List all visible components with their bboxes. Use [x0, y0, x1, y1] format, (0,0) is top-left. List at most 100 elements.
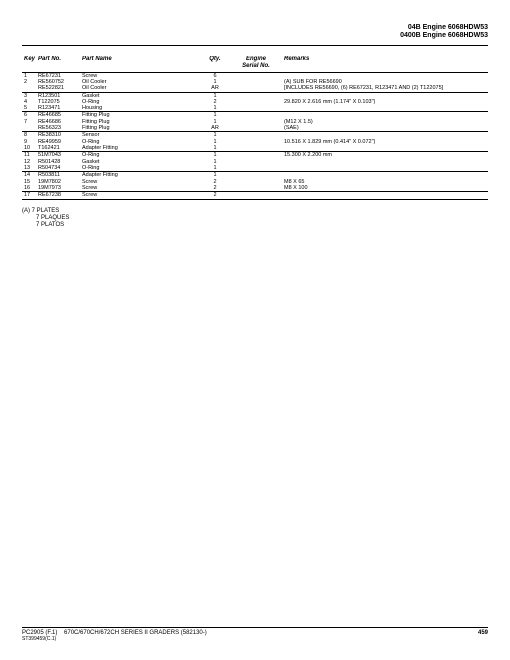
col-key: Key — [22, 56, 36, 72]
cell: 13 — [22, 165, 36, 172]
footer-sub: ST399459(C.1) — [22, 636, 488, 642]
cell: 15.300 X 2.200 mm — [282, 152, 488, 159]
cell: Screw — [80, 72, 200, 79]
cell: RE67231 — [36, 72, 80, 79]
table-row: 14R503811Adapter Fitting1 — [22, 172, 488, 179]
cell: 10 — [22, 145, 36, 152]
col-serial: Engine Serial No. — [230, 56, 282, 72]
cell: 11 — [22, 152, 36, 159]
cell: (SAE) — [282, 125, 488, 132]
cell — [230, 72, 282, 79]
parts-table: Key Part No. Part Name Qty. Engine Seria… — [22, 56, 488, 200]
cell — [282, 112, 488, 119]
cell: 1 — [200, 112, 230, 119]
col-part-name: Part Name — [80, 56, 200, 72]
col-serial-bot: Serial No. — [232, 63, 280, 70]
cell: AR — [200, 125, 230, 132]
table-row: 1151M7043O-Ring115.300 X 2.200 mm — [22, 152, 488, 159]
table-row: 6RE46685Fitting Plug1 — [22, 112, 488, 119]
page-number: 459 — [478, 630, 488, 636]
cell — [22, 125, 36, 132]
table-row: 5R123471Housing1 — [22, 105, 488, 112]
cell: 16 — [22, 185, 36, 192]
cell: 17 — [22, 192, 36, 199]
cell — [282, 145, 488, 152]
cell: 1 — [200, 92, 230, 99]
cell: RE38310 — [36, 132, 80, 139]
cell: O-Ring — [80, 165, 200, 172]
cell: RE522821 — [36, 85, 80, 92]
cell — [230, 92, 282, 99]
footer-title: 670C/670CH/672CH SERIES II GRADERS (5821… — [64, 630, 207, 636]
table-row: 1RE67231Screw6 — [22, 72, 488, 79]
cell: Screw — [80, 185, 200, 192]
cell: 51M7043 — [36, 152, 80, 159]
cell — [282, 165, 488, 172]
table-row: 8RE38310Sensor1 — [22, 132, 488, 139]
cell: [INCLUDES RE56690, (6) RE67231, R123471 … — [282, 85, 488, 92]
cell: 6 — [200, 72, 230, 79]
footnote-line: 7 PLATOS — [22, 222, 488, 229]
footnotes: (A) 7 PLATES 7 PLAQUES 7 PLATOS — [22, 208, 488, 230]
cell — [230, 152, 282, 159]
cell: Gasket — [80, 92, 200, 99]
table-row: RE522821Oil CoolerAR[INCLUDES RE56690, (… — [22, 85, 488, 92]
cell: 1 — [200, 105, 230, 112]
cell: Sensor — [80, 132, 200, 139]
col-qty: Qty. — [200, 56, 230, 72]
header-line-1: 04B Engine 6068HDW53 — [22, 24, 488, 32]
cell: R504734 — [36, 165, 80, 172]
cell: 1 — [200, 165, 230, 172]
table-row: RE56323Fitting PlugAR (SAE) — [22, 125, 488, 132]
cell — [230, 145, 282, 152]
cell: Adapter Fitting — [80, 172, 200, 179]
cell — [282, 192, 488, 199]
page-footer: PC2905 (F.1) 670C/670CH/672CH SERIES II … — [22, 627, 488, 642]
page-header: 04B Engine 6068HDW53 0400B Engine 6068HD… — [22, 24, 488, 41]
cell — [230, 125, 282, 132]
footnote-line: 7 PLAQUES — [22, 215, 488, 222]
header-line-2: 0400B Engine 6068HDW53 — [22, 32, 488, 40]
cell: AR — [200, 85, 230, 92]
cell — [230, 85, 282, 92]
cell — [282, 172, 488, 179]
cell — [230, 192, 282, 199]
cell: Fitting Plug — [80, 112, 200, 119]
cell: Fitting Plug — [80, 125, 200, 132]
col-serial-top: Engine — [232, 56, 280, 63]
cell: 19M7973 — [36, 185, 80, 192]
cell — [230, 112, 282, 119]
cell: RE56323 — [36, 125, 80, 132]
cell — [230, 165, 282, 172]
col-remarks: Remarks — [282, 56, 488, 72]
cell: 2 — [200, 192, 230, 199]
cell: R123501 — [36, 92, 80, 99]
cell: M8 X 100 — [282, 185, 488, 192]
cell: 1 — [200, 172, 230, 179]
col-part-no: Part No. — [36, 56, 80, 72]
cell — [282, 132, 488, 139]
table-row: 10T162421Adapter Fitting1 — [22, 145, 488, 152]
cell: O-Ring — [80, 152, 200, 159]
cell — [282, 92, 488, 99]
cell — [282, 105, 488, 112]
table-row: 13R504734O-Ring1 — [22, 165, 488, 172]
cell: Housing — [80, 105, 200, 112]
cell: R123471 — [36, 105, 80, 112]
cell: 1 — [200, 145, 230, 152]
header-rule — [22, 45, 488, 46]
cell — [230, 132, 282, 139]
cell — [230, 185, 282, 192]
cell: Screw — [80, 192, 200, 199]
cell — [282, 72, 488, 79]
cell: R503811 — [36, 172, 80, 179]
cell: T162421 — [36, 145, 80, 152]
cell — [22, 85, 36, 92]
cell: 8 — [22, 132, 36, 139]
cell — [230, 172, 282, 179]
cell: 1 — [200, 132, 230, 139]
cell: 3 — [22, 92, 36, 99]
cell: 2 — [200, 185, 230, 192]
footer-rule — [22, 627, 488, 628]
cell: Adapter Fitting — [80, 145, 200, 152]
